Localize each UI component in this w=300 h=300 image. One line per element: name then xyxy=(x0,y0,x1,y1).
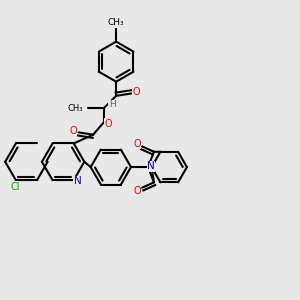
Text: N: N xyxy=(74,176,82,186)
Text: CH₃: CH₃ xyxy=(68,104,83,113)
Text: N: N xyxy=(147,161,155,172)
Text: H: H xyxy=(109,100,116,109)
Text: Cl: Cl xyxy=(11,182,20,192)
Text: O: O xyxy=(69,126,77,136)
Text: O: O xyxy=(133,186,141,196)
Text: O: O xyxy=(133,139,141,148)
Text: CH₃: CH₃ xyxy=(108,18,124,27)
Text: O: O xyxy=(105,119,112,129)
Text: O: O xyxy=(133,87,141,97)
